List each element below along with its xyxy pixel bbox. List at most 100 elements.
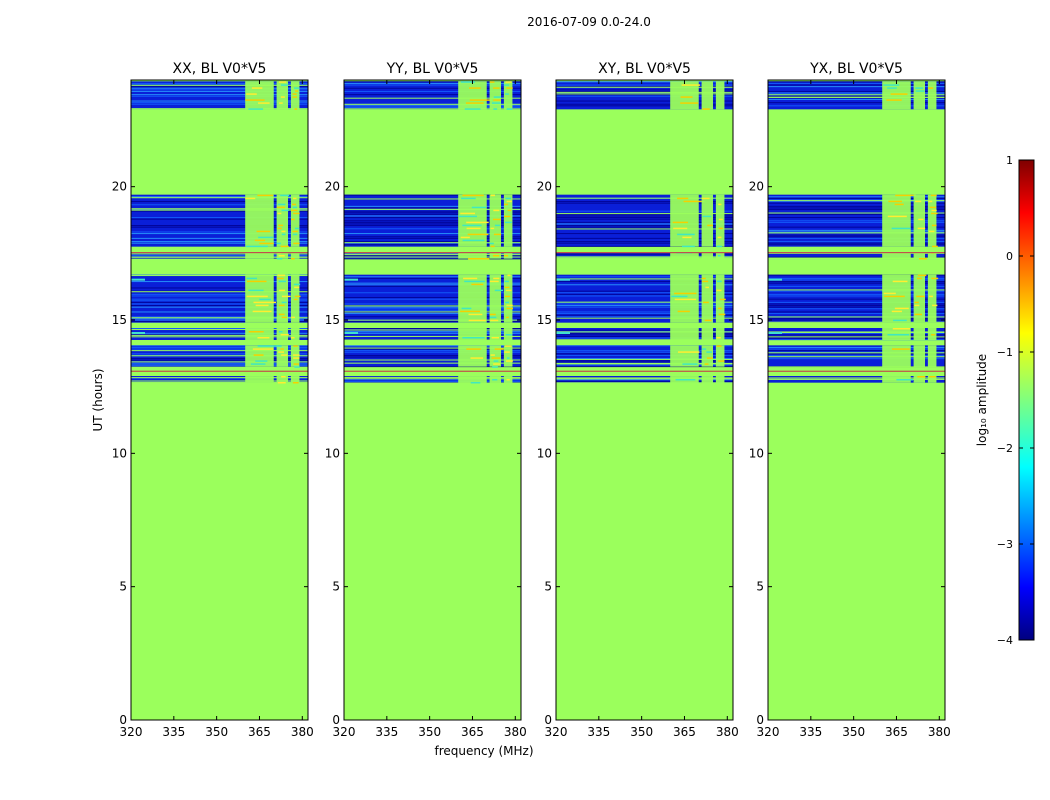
rfi-column: [458, 376, 487, 383]
x-tick-label: 380: [504, 725, 527, 739]
flag-line: [344, 252, 521, 254]
rfi-column: [503, 194, 513, 247]
rfi-column: [489, 274, 502, 323]
rfi-column: [715, 194, 725, 247]
rfi-column: [701, 194, 714, 247]
rfi-column: [882, 81, 911, 110]
panel-title: XY, BL V0*V5: [598, 61, 691, 77]
rfi-column: [489, 81, 502, 110]
rfi-column: [458, 252, 487, 259]
rfi-column: [913, 274, 926, 323]
panel-background: [556, 80, 733, 720]
y-tick-label: 20: [325, 180, 340, 194]
data-band: [556, 194, 733, 248]
rfi-column: [913, 328, 926, 340]
flag-line: [768, 252, 945, 254]
y-tick-label: 5: [332, 580, 340, 594]
data-band: [344, 328, 521, 341]
x-tick-label: 320: [545, 725, 568, 739]
panel-title: YX, BL V0*V5: [809, 61, 903, 77]
colorbar-tick-label: −2: [997, 442, 1013, 455]
rfi-column: [245, 81, 274, 110]
rfi-column: [927, 376, 937, 383]
x-tick-label: 365: [461, 725, 484, 739]
rfi-column: [701, 81, 714, 110]
rfi-column: [670, 194, 699, 247]
y-tick-label: 5: [119, 580, 127, 594]
rfi-column: [670, 81, 699, 110]
colorbar: log₁₀ amplitude 1 0 −1 −2 −3 −4: [975, 154, 1035, 647]
figure-title: 2016-07-09 0.0-24.0: [527, 15, 651, 29]
data-band: [768, 81, 945, 110]
data-band: [344, 376, 521, 384]
rfi-column: [290, 328, 300, 340]
rfi-column: [715, 345, 725, 367]
x-tick-label: 380: [291, 725, 314, 739]
y-tick-label: 15: [112, 313, 127, 327]
flag-line: [556, 252, 733, 254]
rfi-column: [715, 376, 725, 383]
rfi-column: [503, 345, 513, 367]
rfi-column: [670, 328, 699, 340]
y-tick-label: 0: [119, 713, 127, 727]
rfi-column: [670, 252, 699, 259]
data-band: [768, 274, 945, 323]
rfi-column: [913, 345, 926, 367]
data-band: [344, 274, 521, 323]
rfi-column: [290, 345, 300, 367]
x-tick-label: 335: [162, 725, 185, 739]
y-tick-label: 10: [749, 446, 764, 460]
y-tick-label: 15: [537, 313, 552, 327]
flag-line: [131, 370, 308, 372]
rfi-column: [927, 81, 937, 110]
data-band: [768, 376, 945, 383]
rfi-column: [882, 274, 911, 323]
x-tick-label: 320: [120, 725, 143, 739]
y-tick-label: 20: [112, 180, 127, 194]
x-tick-label: 350: [630, 725, 653, 739]
y-tick-label: 20: [749, 180, 764, 194]
x-axis-label: frequency (MHz): [434, 744, 533, 758]
colorbar-label: log₁₀ amplitude: [975, 354, 989, 446]
rfi-column: [913, 376, 926, 383]
x-tick-label: 365: [673, 725, 696, 739]
y-axis-label: UT (hours): [91, 368, 105, 431]
rfi-column: [927, 274, 937, 323]
rfi-column: [701, 328, 714, 340]
rfi-column: [245, 376, 274, 383]
rfi-column: [276, 274, 289, 323]
rfi-column: [882, 194, 911, 247]
rfi-column: [276, 376, 289, 383]
rfi-column: [458, 194, 487, 247]
x-tick-label: 350: [418, 725, 441, 739]
rfi-column: [503, 81, 513, 110]
data-band: [131, 328, 308, 340]
x-tick-label: 365: [248, 725, 271, 739]
rfi-column: [276, 194, 289, 247]
rfi-column: [927, 252, 937, 259]
rfi-column: [701, 252, 714, 259]
data-band: [556, 81, 733, 110]
rfi-column: [913, 194, 926, 247]
rfi-column: [458, 345, 487, 367]
rfi-column: [503, 274, 513, 323]
colorbar-tick-label: −1: [997, 346, 1013, 359]
rfi-column: [290, 252, 300, 259]
rfi-column: [927, 194, 937, 247]
y-tick-label: 0: [544, 713, 552, 727]
y-tick-label: 10: [112, 446, 127, 460]
rfi-column: [503, 252, 513, 259]
panel-background: [131, 80, 308, 720]
y-tick-label: 5: [756, 580, 764, 594]
flag-line: [768, 370, 945, 372]
rfi-column: [701, 345, 714, 367]
colorbar-gradient: [1018, 159, 1035, 641]
rfi-column: [276, 81, 289, 110]
colorbar-tick-label: 1: [1006, 154, 1013, 167]
data-band: [131, 81, 308, 110]
flag-line: [556, 370, 733, 372]
x-tick-label: 350: [205, 725, 228, 739]
rfi-column: [489, 328, 502, 340]
data-band: [131, 252, 308, 260]
